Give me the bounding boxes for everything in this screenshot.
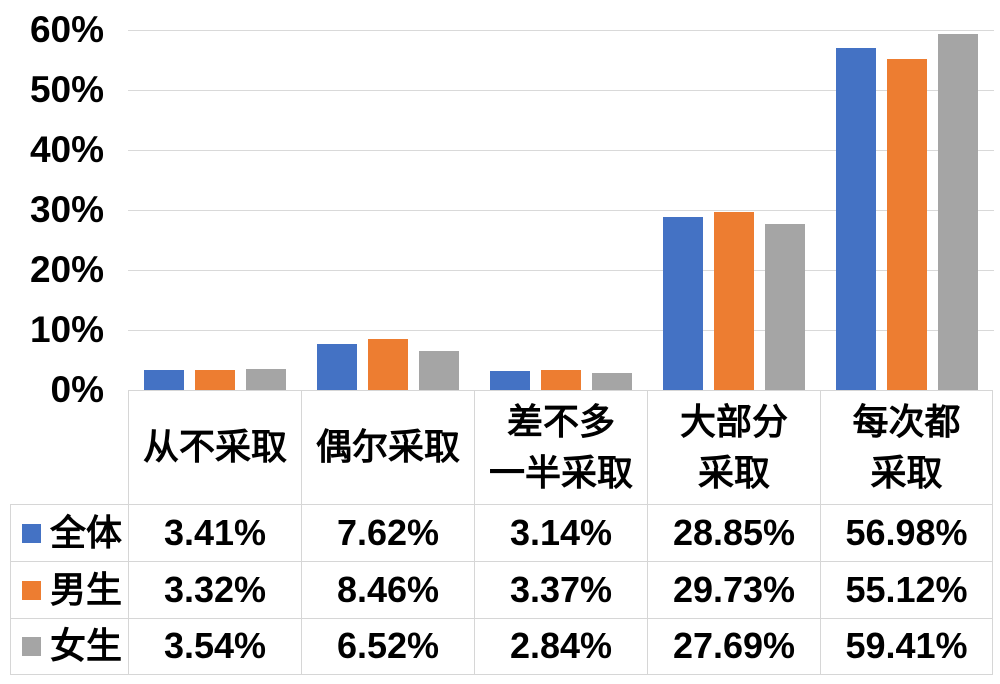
- category-header-cell: 偶尔采取: [301, 390, 474, 504]
- bar-series-2-category-1: [418, 350, 459, 390]
- category-header-cell: 从不采取: [128, 390, 301, 504]
- y-tick-label: 60%: [29, 9, 104, 50]
- legend-swatch-icon: [22, 580, 41, 600]
- value-cell: 3.37%: [474, 561, 647, 618]
- gridline: [128, 90, 994, 91]
- bar-series-2-category-2: [591, 372, 632, 390]
- value-cell: 8.46%: [301, 561, 474, 618]
- bar-series-1-category-3: [713, 211, 754, 390]
- value-cell: 3.54%: [128, 618, 301, 675]
- legend-label: 女生: [50, 625, 123, 667]
- bar-series-1-category-4: [886, 59, 927, 390]
- value-cell: 28.85%: [647, 504, 820, 561]
- bar-series-0-category-0: [143, 369, 184, 390]
- legend-cell: 全体: [10, 504, 128, 561]
- legend-label: 全体: [50, 511, 123, 553]
- value-cell: 3.14%: [474, 504, 647, 561]
- value-cell: 29.73%: [647, 561, 820, 618]
- category-header-cell: 大部分 采取: [647, 390, 820, 504]
- legend-cell: 女生: [10, 618, 128, 675]
- table-corner-cell: [10, 390, 128, 504]
- legend-cell: 男生: [10, 561, 128, 618]
- bar-series-0-category-4: [835, 48, 876, 390]
- value-cell: 3.32%: [128, 561, 301, 618]
- bar-series-1-category-0: [194, 370, 235, 390]
- value-cell: 3.41%: [128, 504, 301, 561]
- gridline: [128, 150, 994, 151]
- bar-series-2-category-3: [764, 223, 805, 390]
- bar-series-0-category-2: [489, 371, 530, 390]
- category-header-cell: 每次都 采取: [820, 390, 993, 504]
- y-tick-label: 20%: [29, 249, 104, 290]
- y-tick-label: 40%: [29, 129, 104, 170]
- value-cell: 7.62%: [301, 504, 474, 561]
- legend-swatch-icon: [22, 637, 41, 656]
- gridline: [128, 330, 994, 331]
- bar-series-1-category-2: [540, 369, 581, 390]
- bar-series-2-category-0: [245, 368, 286, 390]
- legend-label: 男生: [50, 568, 123, 610]
- value-cell: 27.69%: [647, 618, 820, 675]
- value-cell: 59.41%: [820, 618, 993, 675]
- bar-series-1-category-1: [367, 339, 408, 390]
- gridline: [128, 270, 994, 271]
- value-cell: 55.12%: [820, 561, 993, 618]
- y-tick-label: 0%: [50, 369, 104, 410]
- value-cell: 2.84%: [474, 618, 647, 675]
- value-cell: 6.52%: [301, 618, 474, 675]
- y-tick-label: 50%: [29, 69, 104, 110]
- bar-series-0-category-1: [316, 344, 357, 390]
- y-tick-label: 10%: [29, 309, 104, 350]
- value-cell: 56.98%: [820, 504, 993, 561]
- gridline: [128, 30, 994, 31]
- bar-series-0-category-3: [662, 216, 703, 390]
- y-tick-label: 30%: [29, 189, 104, 230]
- bar-series-2-category-4: [937, 33, 978, 390]
- category-header-cell: 差不多 一半采取: [474, 390, 647, 504]
- gridline: [128, 210, 994, 211]
- data-table: 从不采取 偶尔采取 差不多 一半采取 大部分 采取 每次都 采取全体 3.41% 7.62%…: [10, 390, 993, 675]
- legend-swatch-icon: [22, 523, 41, 543]
